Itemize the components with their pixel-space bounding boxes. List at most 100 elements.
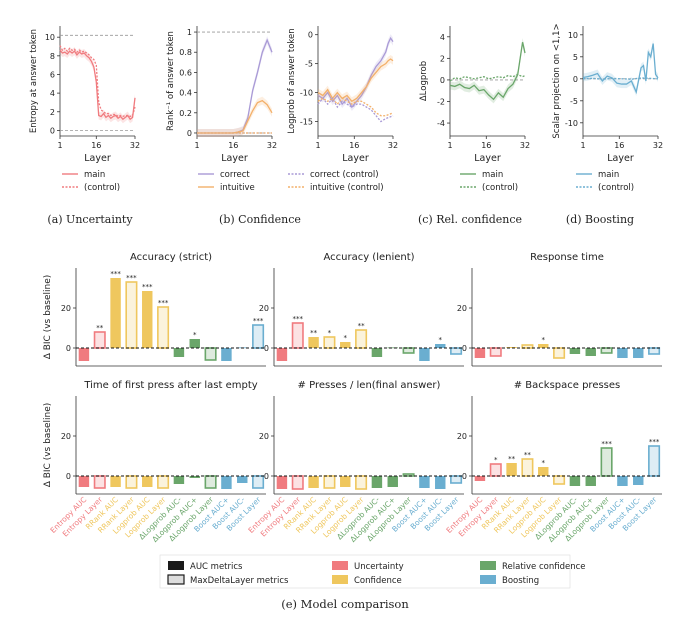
legend-item: Relative confidence — [480, 561, 586, 572]
y-tick-label: 0 — [308, 31, 313, 40]
bar — [78, 348, 90, 361]
series-line — [59, 49, 136, 121]
bar — [252, 475, 265, 489]
x-tick-label: 32 — [653, 141, 663, 150]
legend-item: main — [576, 170, 619, 180]
significance-label: *** — [601, 440, 612, 448]
legend-label: correct — [220, 170, 250, 180]
significance-label: * — [439, 336, 443, 344]
legend-item: intuitive — [198, 183, 255, 193]
legend-item: Uncertainty — [332, 561, 404, 572]
x-tick-label: 16 — [614, 141, 624, 150]
significance-label: * — [344, 334, 348, 342]
x-tick-label: 16 — [228, 141, 238, 150]
legend-swatch — [480, 575, 496, 584]
bar — [600, 347, 613, 354]
line-chart-a: 0 2 4 6 8 10 1 16 32 Layer Entropy at answer token — [29, 26, 140, 164]
legend-label: (control) — [482, 183, 518, 193]
bar — [521, 458, 534, 477]
y-axis-label: Rank⁻¹ of answer token — [166, 31, 176, 131]
bar — [204, 475, 217, 489]
legend-swatch — [480, 561, 496, 570]
bar — [204, 347, 217, 361]
series-line — [317, 97, 394, 123]
chart-title: Accuracy (lenient) — [323, 252, 414, 263]
legend-swatch — [332, 561, 348, 570]
bar — [78, 476, 90, 487]
y-tick-label: -10 — [300, 89, 313, 98]
chart-title: Response time — [530, 252, 604, 263]
legend-label: AUC metrics — [190, 562, 243, 572]
y-tick-label: 0 — [66, 344, 71, 353]
legend-label: main — [84, 170, 105, 180]
bar — [173, 476, 185, 484]
significance-label: *** — [649, 438, 660, 446]
legend-swatch — [167, 574, 185, 585]
legend-label: main — [482, 170, 503, 180]
bar — [308, 337, 319, 348]
x-tick-label: 1 — [194, 141, 199, 150]
significance-label: *** — [110, 270, 121, 278]
x-tick-label: 1 — [580, 141, 585, 150]
bar-chart-e3: Response time 0 20 * — [457, 252, 662, 367]
bar — [435, 476, 446, 489]
legend-item: main — [460, 170, 503, 180]
significance-label: * — [328, 329, 332, 337]
y-tick-label: 0 — [66, 472, 71, 481]
bar — [189, 476, 200, 478]
y-tick-label: 0 — [573, 75, 578, 84]
series-line — [317, 58, 394, 103]
bar-chart-e5: # Presses / len(final answer)020Entropy … — [246, 380, 464, 544]
bar — [323, 336, 336, 349]
caption-c: (c) Rel. confidence — [418, 213, 522, 226]
bar — [142, 476, 153, 487]
y-axis-label: Scalar projection on <1,1> — [552, 23, 562, 138]
bar — [402, 347, 415, 354]
y-tick-label: 10 — [45, 33, 55, 42]
bar — [157, 475, 170, 489]
bar — [553, 347, 566, 359]
legend-item: correct — [198, 170, 250, 180]
y-tick-label: 4 — [440, 33, 445, 42]
bar — [291, 322, 304, 349]
y-tick-label: -15 — [300, 118, 313, 127]
x-tick-label: 32 — [388, 141, 398, 150]
y-tick-label: 2 — [440, 54, 445, 63]
bar — [125, 475, 138, 489]
line-chart-d: -10 -5 0 5 10 1 16 32 Layer Scalar projection on … — [552, 23, 663, 164]
legend-item: MaxDeltaLayer metrics — [167, 574, 289, 586]
bar — [157, 306, 170, 349]
y-tick-label: 20 — [61, 432, 71, 441]
bar — [308, 476, 319, 488]
bar — [474, 348, 486, 358]
x-tick-label: 16 — [349, 141, 359, 150]
legend-label: Boosting — [502, 576, 539, 586]
y-axis-label: Δ BIC (vs baseline) — [43, 403, 53, 488]
bar — [125, 281, 138, 349]
bar — [474, 476, 486, 481]
x-axis-label: Layer — [342, 153, 369, 164]
bar — [538, 344, 549, 348]
bar — [371, 476, 383, 488]
y-tick-label: 0.8 — [179, 48, 192, 57]
significance-label: ** — [524, 451, 532, 459]
y-tick-label: 0.6 — [179, 68, 192, 77]
x-axis-label: Layer — [474, 153, 501, 164]
bar — [633, 476, 644, 485]
significance-label: * — [542, 459, 546, 467]
y-tick-label: 0 — [462, 344, 467, 353]
caption-b: (b) Confidence — [219, 213, 301, 226]
bar — [173, 348, 185, 357]
y-tick-label: 20 — [61, 304, 71, 313]
legend-label: Confidence — [354, 576, 402, 586]
significance-label: ** — [358, 322, 366, 330]
series-band — [197, 96, 272, 137]
chart-title: # Backspace presses — [514, 380, 621, 391]
y-tick-label: 0 — [462, 472, 467, 481]
bar — [221, 348, 232, 361]
x-axis-label: Layer — [607, 153, 634, 164]
series-line — [449, 42, 526, 101]
legend-item: (control) — [62, 183, 120, 193]
legend-item: (control) — [460, 183, 518, 193]
